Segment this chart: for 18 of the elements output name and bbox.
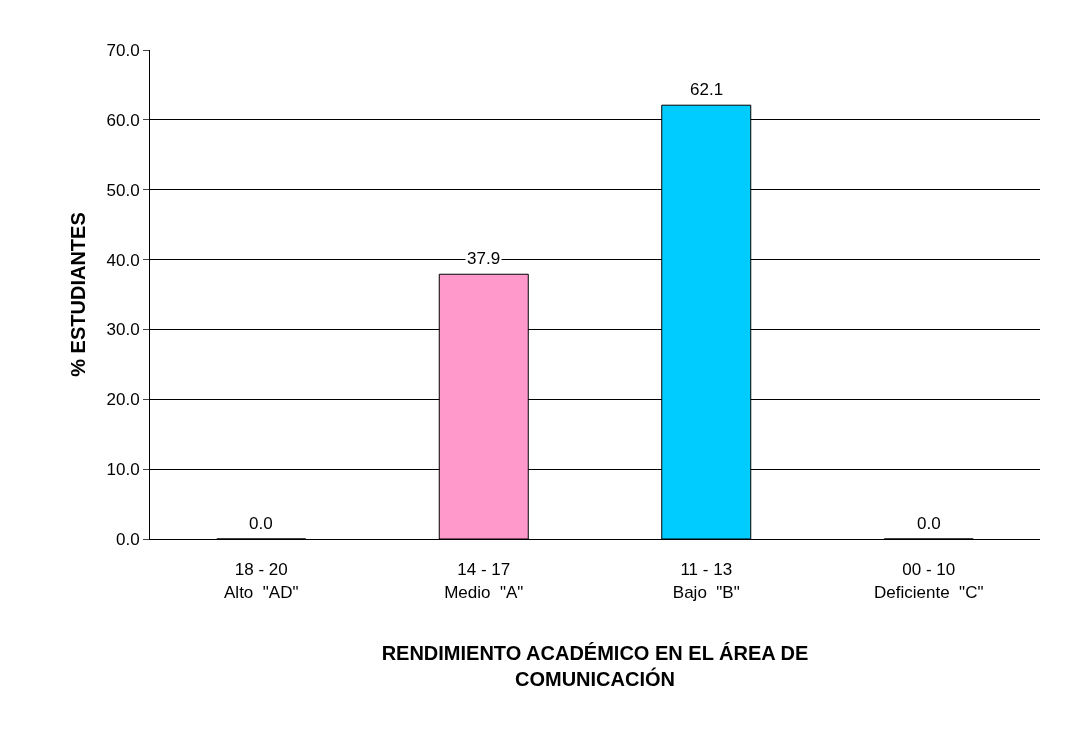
- x-axis-title: RENDIMIENTO ACADÉMICO EN EL ÁREA DE COMUNICACIÓN: [381, 642, 809, 690]
- data-label: 0.0: [917, 514, 941, 533]
- y-tick-label: 50.0: [106, 180, 140, 200]
- y-tick-label: 10.0: [106, 460, 140, 480]
- y-tick-label: 70.0: [106, 40, 140, 60]
- x-tick-label: 14 - 17 Medio "A": [444, 560, 524, 602]
- data-label: 37.9: [467, 249, 501, 268]
- x-tick-label: 00 - 10 Deficiente "C": [874, 560, 984, 602]
- x-tick-label: 11 - 13 Bajo "B": [672, 560, 740, 602]
- y-tick-label: 60.0: [106, 110, 140, 130]
- y-tick-label: 20.0: [106, 390, 140, 410]
- y-axis-title: % ESTUDIANTES: [67, 212, 90, 377]
- y-tick-label: 30.0: [106, 320, 140, 340]
- y-tick-label: 0.0: [115, 529, 140, 549]
- x-tick-label: 18 - 20 Alto "AD": [224, 560, 299, 602]
- data-label: 62.1: [690, 80, 724, 99]
- data-label: 0.0: [249, 514, 273, 533]
- y-tick-label: 40.0: [106, 250, 140, 270]
